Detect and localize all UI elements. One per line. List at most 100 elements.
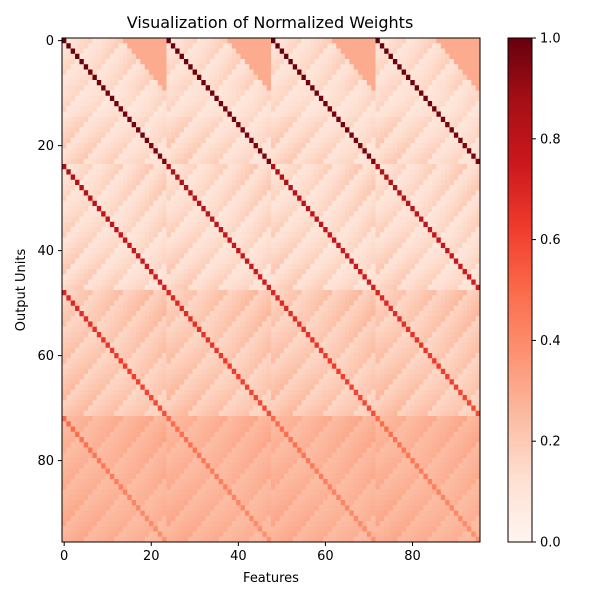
heatmap-cell — [384, 148, 389, 154]
heatmap-cell — [475, 158, 481, 165]
heatmap-cell — [440, 164, 446, 170]
heatmap-cell — [183, 258, 189, 265]
heatmap-cell — [253, 169, 259, 175]
heatmap-cell — [105, 69, 111, 76]
heatmap-cell — [109, 284, 115, 291]
heatmap-cell — [79, 48, 85, 55]
heatmap-cell — [88, 195, 93, 202]
heatmap-cell — [388, 101, 394, 107]
heatmap-cell — [262, 158, 267, 165]
heatmap-cell — [384, 279, 389, 286]
heatmap-cell — [375, 274, 381, 280]
heatmap-cell — [231, 263, 237, 270]
heatmap-cell — [453, 143, 459, 149]
heatmap-cell — [297, 258, 302, 265]
heatmap-cell — [410, 106, 416, 112]
heatmap-cell — [314, 253, 320, 259]
heatmap-cell — [244, 53, 250, 60]
heatmap-cell — [257, 216, 263, 223]
heatmap-cell — [153, 90, 159, 97]
heatmap-cell — [271, 111, 276, 118]
heatmap-cell — [127, 190, 133, 196]
heatmap-cell — [88, 253, 93, 259]
heatmap-cell — [101, 127, 106, 133]
heatmap-cell — [218, 169, 224, 175]
heatmap-cell — [144, 200, 150, 207]
heatmap-cell — [310, 90, 315, 97]
heatmap-cell — [210, 195, 215, 202]
heatmap-cell — [92, 143, 98, 149]
heatmap-cell — [362, 237, 368, 244]
heatmap-cell — [458, 59, 463, 65]
heatmap-cell — [405, 279, 411, 286]
heatmap-cell — [118, 101, 124, 107]
heatmap-cell — [301, 59, 307, 65]
heatmap-cell — [284, 253, 289, 259]
heatmap-cell — [114, 127, 119, 133]
heatmap-cell — [410, 284, 416, 291]
heatmap-cell — [92, 253, 98, 259]
heatmap-cell — [101, 200, 106, 207]
heatmap-cell — [231, 300, 237, 307]
heatmap-cell — [253, 143, 259, 149]
heatmap-cell — [131, 174, 137, 181]
heatmap-cell — [240, 279, 246, 286]
heatmap-cell — [136, 53, 141, 60]
heatmap-cell — [292, 206, 298, 212]
heatmap-cell — [183, 269, 189, 275]
heatmap-cell — [284, 53, 289, 60]
heatmap-cell — [288, 153, 294, 160]
heatmap-cell — [131, 143, 137, 149]
heatmap-cell — [249, 64, 254, 70]
heatmap-cell — [83, 59, 89, 65]
heatmap-cell — [262, 48, 267, 55]
heatmap-cell — [75, 237, 80, 244]
heatmap-cell — [353, 211, 359, 217]
heatmap-cell — [358, 127, 363, 133]
heatmap-cell — [414, 174, 420, 181]
heatmap-cell — [144, 153, 150, 160]
heatmap-cell — [249, 38, 254, 44]
heatmap-cell — [419, 227, 424, 233]
heatmap-cell — [310, 263, 315, 270]
heatmap-cell — [445, 295, 450, 301]
heatmap-cell — [336, 74, 342, 81]
heatmap-cell — [83, 143, 89, 149]
heatmap-cell — [453, 90, 459, 97]
heatmap-cell — [162, 95, 167, 102]
heatmap-cell — [136, 43, 141, 49]
heatmap-cell — [122, 111, 128, 118]
heatmap-cell — [236, 290, 241, 296]
heatmap-cell — [75, 90, 80, 97]
heatmap-cell — [410, 69, 416, 76]
heatmap-cell — [223, 305, 228, 312]
heatmap-cell — [144, 216, 150, 223]
heatmap-cell — [458, 290, 463, 296]
heatmap-cell — [310, 153, 315, 160]
heatmap-cell — [122, 179, 128, 186]
heatmap-cell — [366, 137, 372, 144]
heatmap-cell — [253, 111, 259, 118]
heatmap-cell — [323, 185, 328, 191]
heatmap-cell — [310, 106, 315, 112]
heatmap-cell — [253, 80, 259, 86]
heatmap-cell — [327, 227, 333, 233]
heatmap-cell — [257, 295, 263, 301]
heatmap-cell — [466, 64, 472, 70]
heatmap-cell — [397, 74, 402, 81]
heatmap-cell — [188, 64, 193, 70]
heatmap-cell — [436, 237, 442, 244]
heatmap-cell — [345, 127, 350, 133]
heatmap-cell — [310, 85, 315, 91]
heatmap-cell — [153, 305, 159, 312]
heatmap-cell — [70, 221, 76, 228]
heatmap-cell — [362, 132, 368, 139]
heatmap-cell — [340, 221, 346, 228]
heatmap-cell — [136, 116, 141, 123]
heatmap-cell — [423, 237, 429, 244]
heatmap-cell — [310, 269, 315, 275]
heatmap-cell — [331, 284, 337, 291]
heatmap-cell — [466, 300, 472, 307]
heatmap-cell — [218, 295, 224, 301]
heatmap-cell — [410, 64, 416, 70]
